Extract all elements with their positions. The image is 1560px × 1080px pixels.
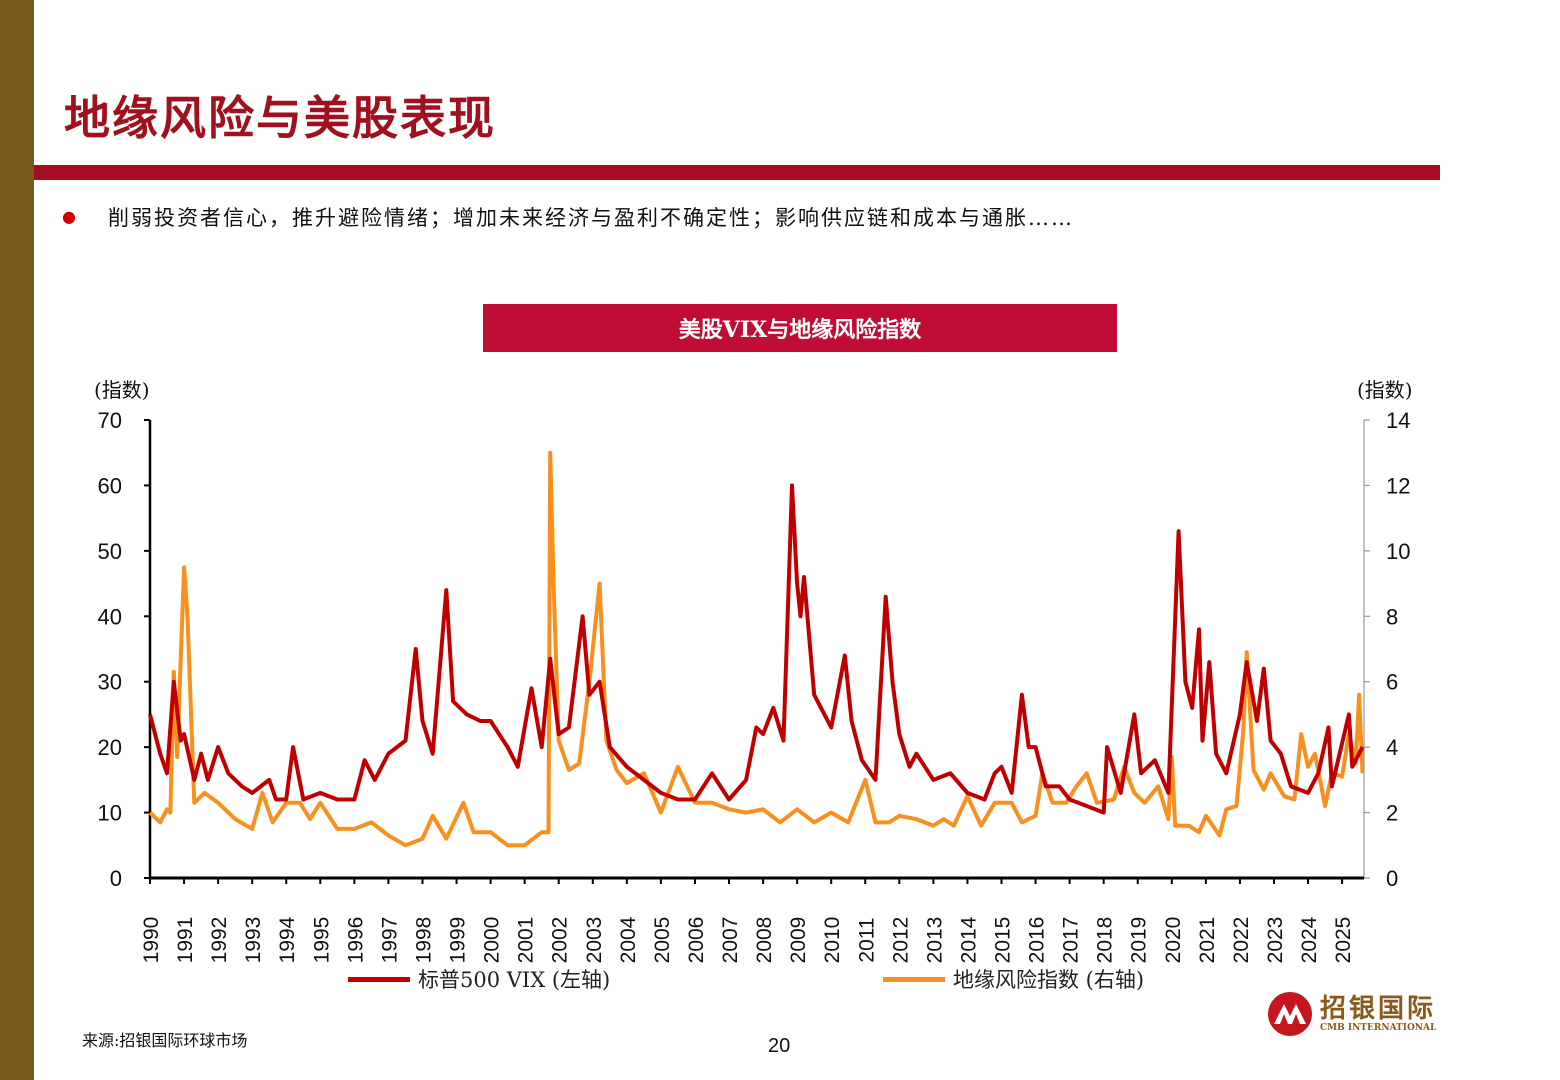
source-note: 来源:招银国际环球市场 <box>82 1031 248 1050</box>
x-tick-label: 2023 <box>1264 917 1287 964</box>
x-tick-label: 2006 <box>685 917 708 964</box>
x-tick-label: 2019 <box>1128 917 1151 964</box>
x-tick-label: 2025 <box>1332 917 1355 964</box>
sidebar-stripe <box>0 0 34 1080</box>
legend-gpr: 地缘风险指数 (右轴) <box>883 964 1144 994</box>
x-tick-label: 1996 <box>344 917 367 964</box>
x-tick-label: 2022 <box>1230 917 1253 964</box>
left-axis-label: (指数) <box>94 378 150 402</box>
x-tick-label: 2001 <box>515 917 538 964</box>
right-tick-label: 14 <box>1386 408 1410 433</box>
right-tick-label: 4 <box>1386 735 1398 760</box>
slide-title: 地缘风险与美股表现 <box>64 91 496 145</box>
x-tick-label: 2009 <box>787 917 810 964</box>
legend-swatch-vix <box>348 976 410 982</box>
x-tick-label: 2007 <box>719 917 742 964</box>
x-tick-label: 1999 <box>447 917 470 964</box>
left-tick-label: 30 <box>98 670 122 695</box>
title-divider <box>34 165 1440 180</box>
left-tick-label: 40 <box>98 604 122 629</box>
x-tick-label: 2016 <box>1026 917 1049 964</box>
x-tick-label: 2000 <box>481 917 504 964</box>
legend-label-gpr: 地缘风险指数 (右轴) <box>953 968 1145 992</box>
right-tick-label: 6 <box>1386 670 1398 695</box>
right-tick-label: 2 <box>1386 801 1398 826</box>
page-number: 20 <box>768 1035 791 1057</box>
x-tick-label: 2012 <box>889 917 912 964</box>
x-tick-label: 2020 <box>1162 917 1185 964</box>
x-tick-label: 2002 <box>549 917 572 964</box>
x-tick-label: 2008 <box>753 917 776 964</box>
logo-text-cn: 招银国际 <box>1320 994 1437 1024</box>
x-tick-label: 1997 <box>378 917 401 964</box>
right-tick-label: 10 <box>1386 539 1410 564</box>
legend-swatch-gpr <box>883 976 945 982</box>
x-tick-label: 2024 <box>1298 916 1321 963</box>
x-tick-label: 1992 <box>208 917 231 964</box>
legend-vix: 标普500 VIX (左轴) <box>348 964 610 994</box>
logo-text-en: CMB INTERNATIONAL <box>1320 1023 1437 1033</box>
left-tick-label: 60 <box>98 473 122 498</box>
x-tick-label: 1990 <box>140 917 163 964</box>
left-tick-label: 70 <box>98 408 122 433</box>
left-tick-label: 20 <box>98 735 122 760</box>
x-tick-label: 2011 <box>855 917 878 962</box>
x-tick-label: 2018 <box>1094 917 1117 964</box>
cmb-logo-icon <box>1268 992 1312 1036</box>
x-tick-label: 2003 <box>583 917 606 964</box>
bullet-point: ● 削弱投资者信心，推升避险情绪；增加未来经济与盈利不确定性；影响供应链和成本与通… <box>62 202 1074 232</box>
x-tick-label: 1993 <box>242 917 265 964</box>
right-axis-label: (指数) <box>1357 378 1413 402</box>
x-tick-label: 2014 <box>957 916 980 963</box>
left-tick-label: 0 <box>110 866 122 891</box>
x-tick-label: 2005 <box>651 917 674 964</box>
x-tick-label: 1994 <box>276 916 299 963</box>
x-tick-label: 2013 <box>923 917 946 964</box>
right-tick-label: 12 <box>1386 473 1410 498</box>
bullet-text: 削弱投资者信心，推升避险情绪；增加未来经济与盈利不确定性；影响供应链和成本与通胀… <box>107 206 1074 230</box>
bullet-dot-icon: ● <box>62 207 78 226</box>
x-tick-label: 1995 <box>310 917 333 964</box>
chart-title: 美股VIX与地缘风险指数 <box>483 304 1117 352</box>
x-tick-label: 2015 <box>992 917 1015 964</box>
x-tick-label: 1991 <box>174 917 197 964</box>
x-tick-label: 1998 <box>412 917 435 964</box>
gpr-series-line <box>148 450 1365 848</box>
x-tick-label: 2004 <box>617 916 640 963</box>
right-tick-label: 8 <box>1386 604 1398 629</box>
left-tick-label: 10 <box>98 801 122 826</box>
x-tick-label: 2017 <box>1060 917 1083 964</box>
x-tick-label: 2021 <box>1196 917 1219 964</box>
left-tick-label: 50 <box>98 539 122 564</box>
vix-series-line <box>148 483 1365 815</box>
company-logo: 招银国际 CMB INTERNATIONAL <box>1266 990 1436 1038</box>
right-tick-label: 0 <box>1386 866 1398 891</box>
x-tick-label: 2010 <box>821 917 844 964</box>
legend-label-vix: 标普500 VIX (左轴) <box>418 968 611 992</box>
